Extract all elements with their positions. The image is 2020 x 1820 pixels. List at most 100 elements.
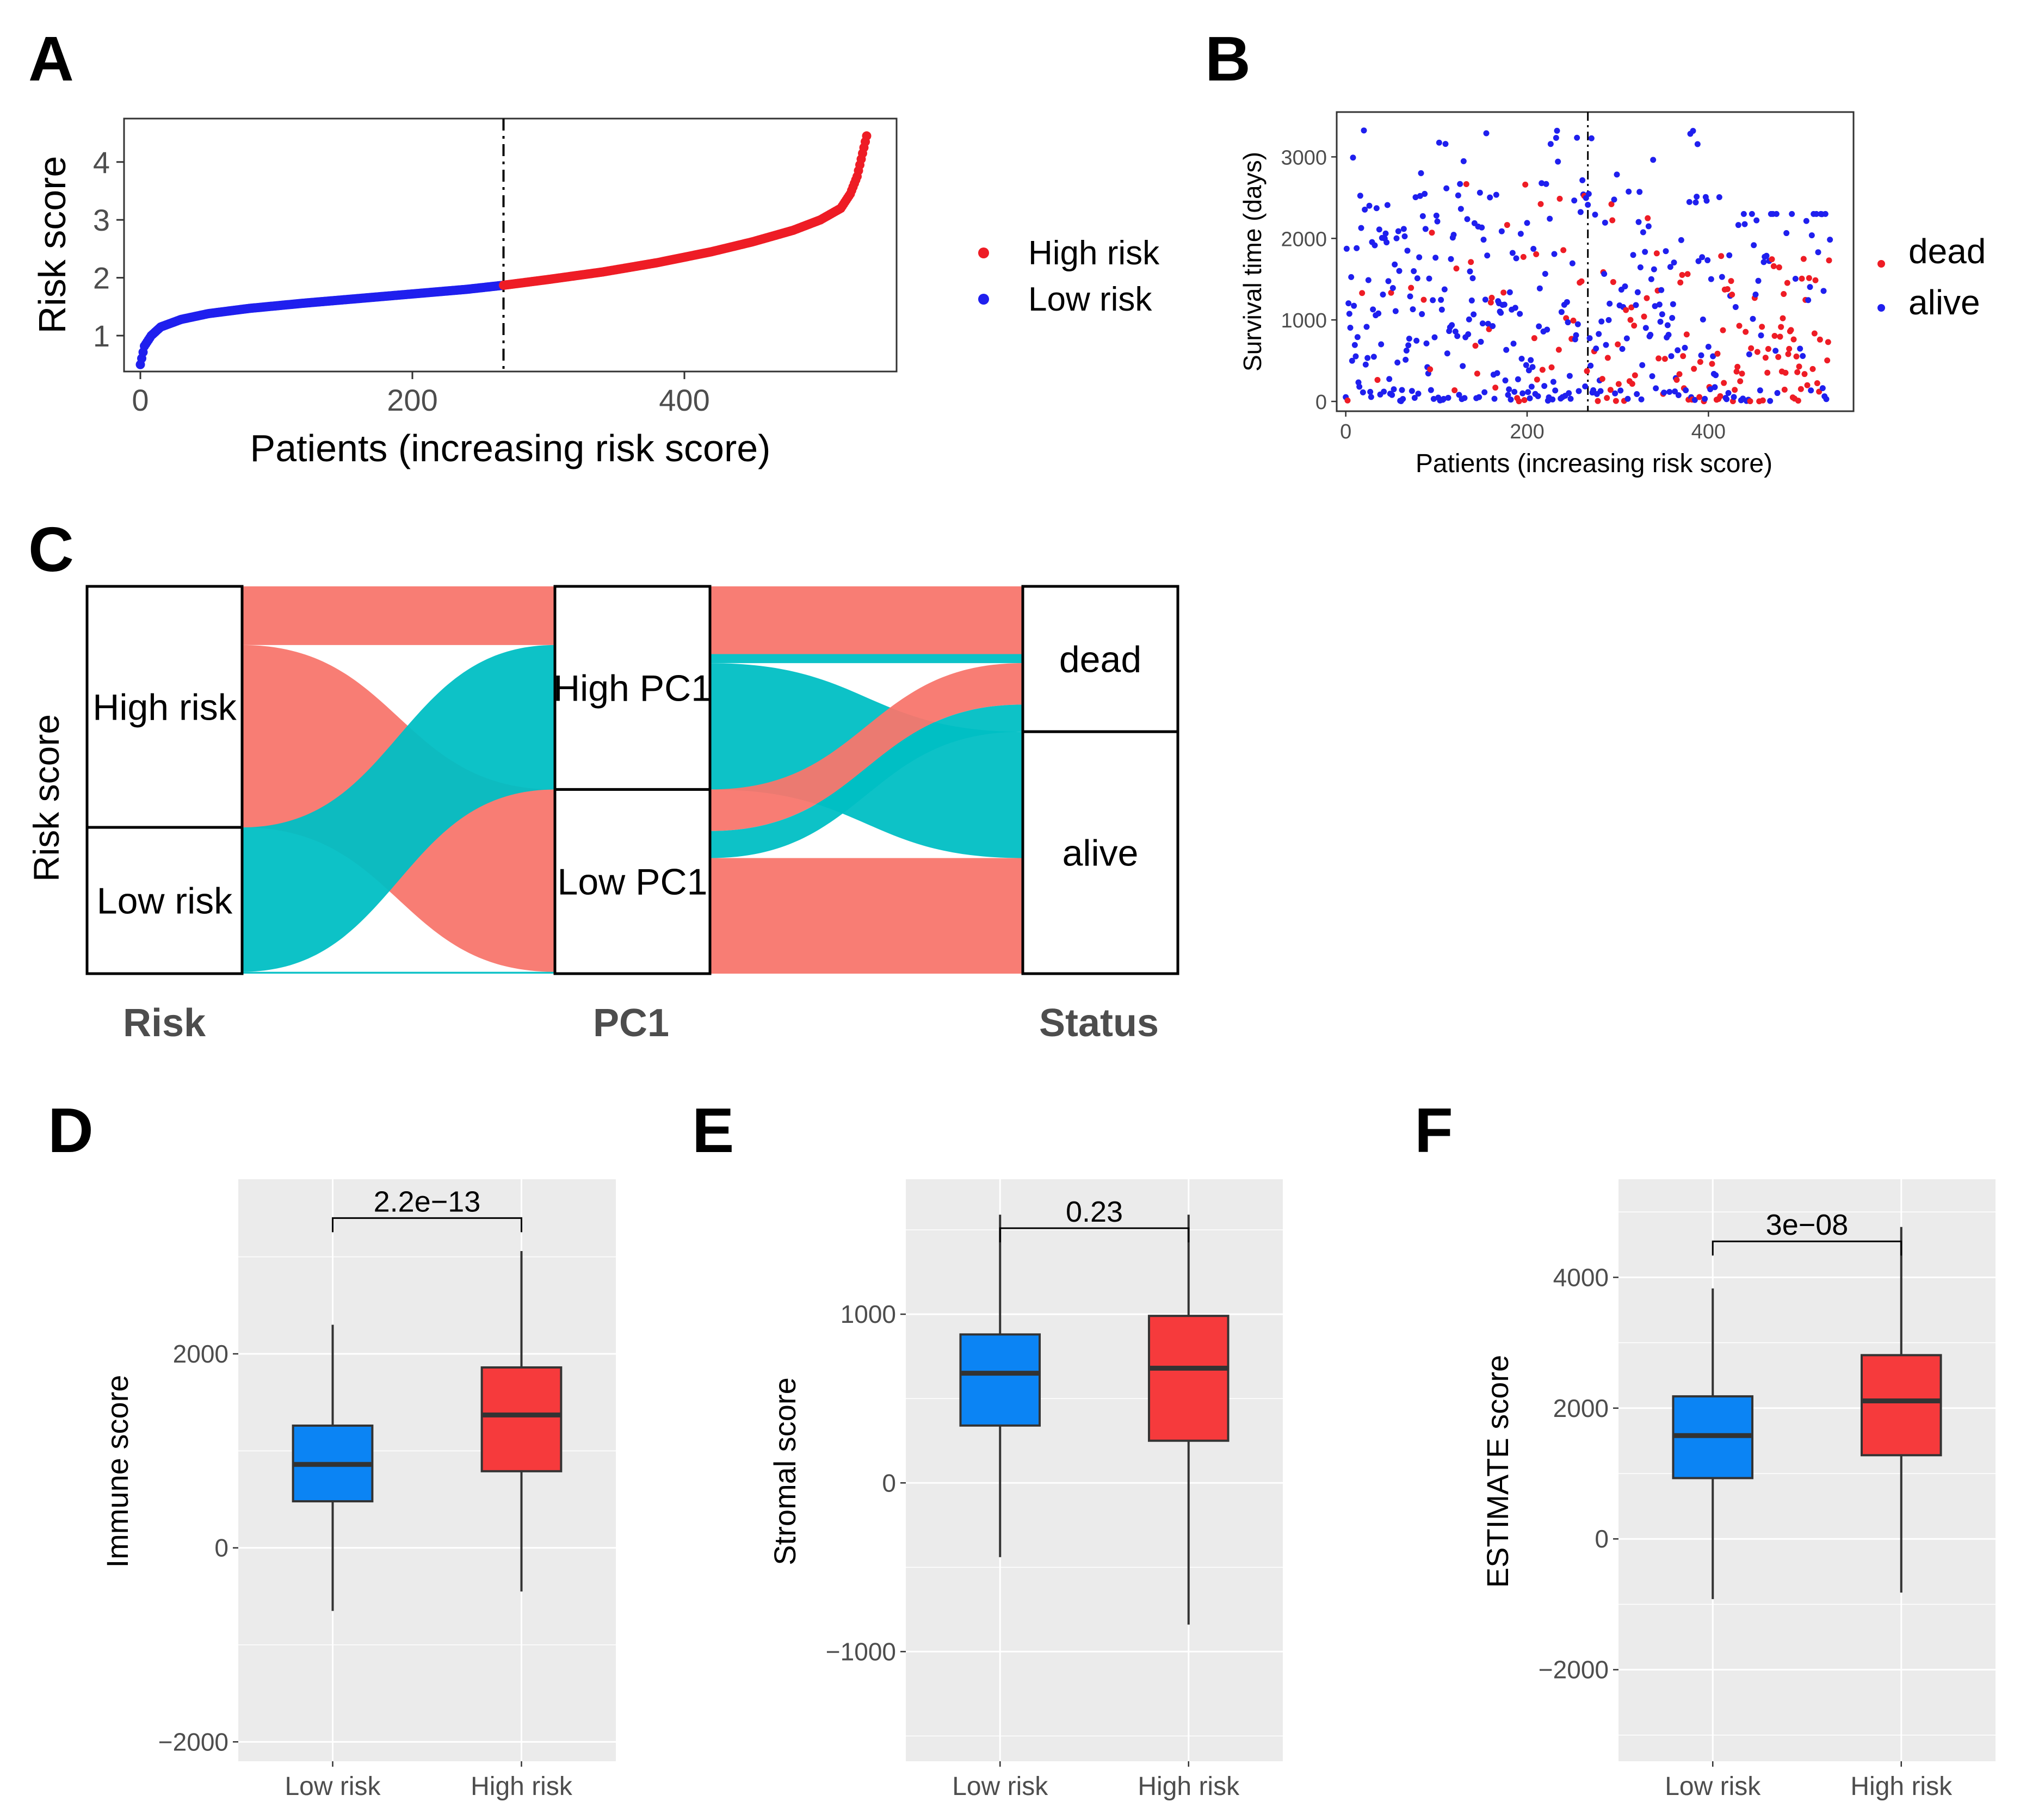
survival-point	[1518, 355, 1525, 362]
stratum-label: High risk	[92, 687, 237, 728]
survival-point	[1631, 323, 1638, 329]
survival-point	[1382, 230, 1389, 237]
survival-point	[1401, 233, 1408, 239]
survival-point	[1455, 192, 1461, 199]
survival-point	[1645, 215, 1651, 221]
survival-point	[1788, 327, 1794, 333]
p-value-label: 0.23	[1066, 1196, 1123, 1228]
survival-point	[1624, 395, 1631, 402]
y-tick-label: 0	[882, 1469, 896, 1497]
x-tick-label: High risk	[471, 1772, 573, 1801]
x-tick-label-a: 200	[387, 383, 437, 417]
survival-point	[1515, 376, 1521, 382]
legend-label-alive: alive	[1908, 283, 1980, 322]
survival-point	[1488, 294, 1495, 301]
box-high-risk	[1860, 1354, 1942, 1457]
y-tick-label: −1000	[826, 1637, 896, 1666]
survival-point	[1352, 353, 1359, 360]
survival-point	[1368, 394, 1374, 400]
survival-point	[1423, 340, 1430, 346]
survival-point	[1638, 396, 1645, 403]
survival-point	[1703, 197, 1710, 204]
survival-point	[1651, 266, 1657, 273]
boxplot-f: −2000 0 2000 4000 Low risk High risk 3e−08	[1539, 1179, 1996, 1801]
survival-point	[1718, 253, 1725, 259]
survival-point	[1370, 354, 1377, 360]
survival-point	[1479, 320, 1486, 327]
survival-point	[1573, 332, 1579, 338]
survival-point	[1637, 264, 1644, 270]
survival-point	[1764, 369, 1771, 376]
alluvial-flow	[242, 645, 555, 972]
survival-point	[1717, 393, 1724, 399]
survival-point	[1392, 308, 1399, 314]
survival-point	[1539, 367, 1546, 373]
survival-point	[1781, 290, 1787, 297]
survival-point	[1454, 333, 1461, 339]
survival-point	[1362, 361, 1369, 368]
survival-point	[1724, 396, 1730, 403]
survival-point	[1588, 135, 1595, 141]
survival-point	[1692, 199, 1699, 206]
survival-point	[1645, 223, 1652, 230]
y-tick-label-b: 3000	[1281, 146, 1327, 169]
survival-point	[1468, 259, 1474, 265]
survival-point	[1634, 289, 1641, 295]
survival-point	[1737, 378, 1744, 385]
survival-point	[1633, 302, 1639, 308]
survival-point	[1478, 338, 1484, 345]
survival-point	[1490, 323, 1496, 329]
survival-point	[1728, 278, 1734, 284]
survival-point	[1720, 327, 1726, 333]
survival-point	[1649, 373, 1655, 380]
survival-point	[1346, 311, 1352, 317]
survival-point	[1716, 194, 1722, 200]
survival-point	[1607, 387, 1614, 393]
panel-e: E Stromal score −1000 0 1000 Low risk High r…	[692, 1095, 1283, 1801]
survival-point	[1449, 322, 1455, 329]
survival-point	[1626, 188, 1632, 195]
survival-point	[1702, 395, 1708, 402]
panel-b: B 0 200 400 0 1000 2000 3000 Patients (increas…	[1205, 23, 1986, 478]
legend-marker-dead	[1877, 260, 1885, 268]
survival-point	[1808, 232, 1815, 239]
legend-a: High risk Low risk	[978, 234, 1160, 318]
survival-point	[1441, 395, 1447, 402]
survival-point	[1535, 393, 1541, 399]
survival-point	[1746, 351, 1752, 357]
survival-point	[1610, 278, 1616, 285]
y-axis-title-b: Survival time (days)	[1238, 152, 1267, 372]
survival-point	[1479, 224, 1485, 231]
survival-point	[1759, 324, 1765, 330]
survival-point	[1560, 247, 1567, 253]
survival-point	[1467, 268, 1473, 275]
survival-point	[1652, 303, 1658, 309]
survival-point	[1755, 277, 1762, 284]
survival-point	[1521, 397, 1528, 404]
survival-point	[1604, 395, 1610, 401]
survival-point	[1388, 289, 1394, 296]
survival-point	[1566, 390, 1572, 397]
survival-point	[1481, 389, 1488, 395]
survival-point	[1406, 336, 1412, 342]
survival-point	[1511, 388, 1518, 395]
survival-point	[1704, 257, 1711, 263]
survival-point	[1724, 286, 1731, 292]
survival-point	[1556, 195, 1563, 202]
x-tick-label-a: 0	[132, 383, 149, 417]
survival-point	[1500, 289, 1507, 296]
survival-point	[1636, 189, 1643, 195]
survival-point	[1451, 387, 1458, 393]
survival-point	[1432, 255, 1439, 261]
survival-point	[1502, 377, 1509, 383]
y-tick-label-b: 2000	[1281, 228, 1327, 251]
survival-point	[1429, 230, 1435, 236]
survival-point	[1819, 385, 1826, 392]
survival-point	[1602, 219, 1608, 226]
survival-point	[1524, 220, 1530, 226]
survival-point	[1403, 356, 1409, 363]
survival-point	[1357, 193, 1363, 199]
survival-point	[1778, 324, 1784, 330]
survival-point	[1443, 185, 1450, 191]
survival-point	[1783, 230, 1790, 237]
